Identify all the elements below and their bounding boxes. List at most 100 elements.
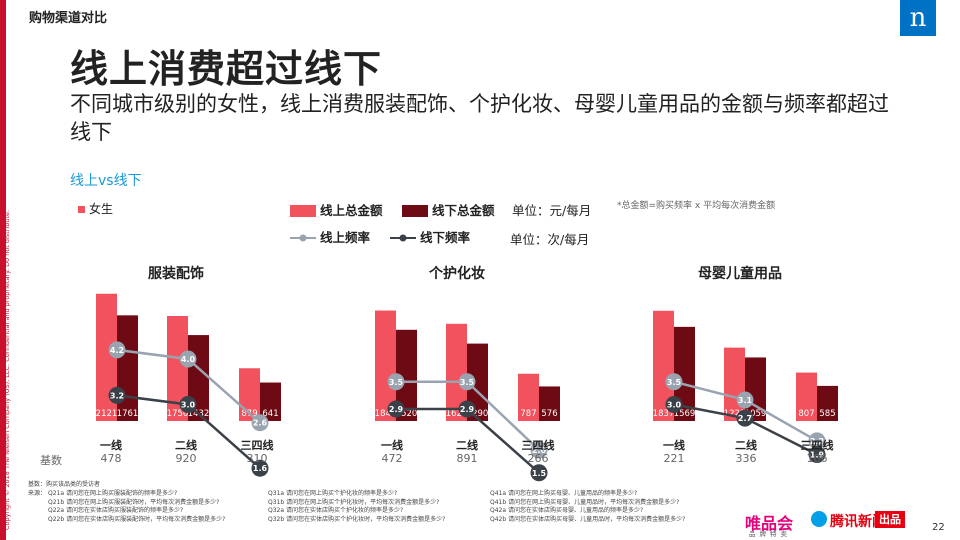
- offline-frequency-label: 1.5: [532, 469, 547, 478]
- offline-amount-label: 585: [819, 409, 835, 419]
- section-label: 线上vs线下: [70, 173, 142, 189]
- base-value: 221: [663, 452, 685, 465]
- base-note: 基数：购买该品类的受访者: [28, 481, 101, 488]
- online-amount-swatch: [290, 204, 316, 217]
- breadcrumb: 购物渠道对比: [29, 11, 108, 26]
- offline-frequency-point: [736, 409, 754, 427]
- category-label: 一线: [381, 439, 403, 452]
- legend-offline-amount: 线下总金额: [402, 200, 495, 219]
- legend-online-freq: 线上频率: [290, 227, 370, 246]
- offline-amount-bar: [539, 386, 560, 421]
- base-value: 106: [806, 452, 828, 465]
- page-subtitle: 不同城市级别的女性，线上消费服装配饰、个护化妆、母婴儿童用品的金额与频率都超过线…: [70, 92, 889, 144]
- online-amount-label: 1837: [653, 409, 675, 419]
- offline-amount-bar: [260, 382, 281, 421]
- online-frequency-label: 2.2: [810, 437, 824, 446]
- category-label: 三四线: [521, 439, 555, 452]
- base-value: 336: [735, 452, 757, 465]
- category-label: 一线: [663, 439, 685, 452]
- offline-amount-bar: [674, 326, 695, 421]
- amount-note: *总金额=购买频率 x 平均每次消费金额: [617, 201, 776, 211]
- female-swatch: [78, 206, 85, 213]
- online-frequency-label: 3.5: [667, 378, 682, 387]
- category-label: 二线: [175, 439, 197, 452]
- base-value: 472: [381, 452, 403, 465]
- online-frequency-point: [251, 414, 269, 432]
- online-frequency-label: 3.5: [389, 378, 404, 387]
- source-label: 来源：: [28, 490, 47, 497]
- female-legend: 女生: [78, 200, 113, 217]
- online-amount-bar: [518, 373, 539, 421]
- offline-freq-swatch: [390, 234, 416, 241]
- online-frequency-label: 4.0: [181, 355, 196, 364]
- source-column-3: Q41a 请问您在网上购买母婴、儿童用品的频率是多少? Q41b 请问您在网上购买…: [490, 490, 686, 523]
- offline-amount-bar: [117, 315, 138, 421]
- chart-title-apparel: 服装配饰: [148, 266, 204, 282]
- offline-frequency-label: 1.6: [253, 464, 268, 473]
- offline-frequency-label: 1.9: [810, 451, 825, 460]
- online-amount-bar: [167, 316, 188, 421]
- online-frequency-label: 3.5: [460, 378, 475, 387]
- offline-frequency-point: [179, 396, 197, 413]
- offline-frequency-label: 2.9: [389, 405, 404, 414]
- category-label: 三四线: [800, 439, 834, 452]
- category-label: 二线: [735, 439, 757, 452]
- chart-title-personal-care: 个护化妆: [429, 266, 485, 282]
- online-amount-label: 807: [798, 409, 814, 419]
- online-frequency-point: [179, 350, 197, 368]
- vip-logo: 唯品会: [745, 514, 794, 533]
- offline-amount-label: 1761: [117, 409, 139, 419]
- offline-amount-swatch: [402, 204, 428, 217]
- base-value: 478: [100, 452, 122, 465]
- vip-tagline: 品牌特卖: [749, 530, 791, 538]
- offline-amount-bar: [817, 385, 838, 421]
- tencent-news-logo: 腾讯新闻: [830, 514, 886, 530]
- online-amount-label: 787: [520, 409, 536, 419]
- page-title: 线上消费超过线下: [70, 47, 383, 91]
- base-value: 266: [527, 452, 549, 465]
- online-amount-bar: [796, 372, 817, 421]
- online-amount-bar: [446, 323, 467, 421]
- online-amount-label: 1841: [375, 409, 397, 419]
- online-frequency-point: [387, 373, 405, 391]
- online-frequency-label: 4.2: [110, 346, 124, 355]
- tencent-news-icon: [811, 511, 827, 527]
- offline-amount-label: 576: [541, 409, 557, 419]
- offline-amount-label: 1059: [745, 409, 767, 419]
- online-amount-bar: [375, 310, 396, 421]
- online-amount-label: 2121: [96, 409, 118, 419]
- offline-amount-label: 1520: [396, 409, 418, 419]
- offline-frequency-point: [387, 400, 405, 418]
- online-frequency-label: 2.0: [532, 446, 547, 455]
- unit-frequency: 单位：次/每月: [510, 232, 590, 247]
- offline-amount-bar: [467, 343, 488, 421]
- female-label: 女生: [89, 202, 114, 216]
- legend-offline-freq: 线下频率: [390, 227, 470, 246]
- online-amount-label: 1620: [446, 409, 468, 419]
- source-column-1: Q21a 请问您在网上购买服装配饰的频率是多少? Q21b 请问您在网上购买服装配…: [48, 490, 226, 523]
- offline-frequency-point: [530, 464, 548, 482]
- category-label: 二线: [456, 439, 478, 452]
- online-amount-bar: [653, 310, 674, 421]
- offline-frequency-point: [108, 386, 126, 404]
- online-freq-swatch: [290, 234, 316, 241]
- unit-amount: 单位：元/每月: [512, 203, 592, 218]
- online-frequency-label: 2.6: [253, 419, 268, 428]
- offline-amount-label: 641: [262, 409, 278, 419]
- nielsen-logo: n: [900, 0, 936, 36]
- offline-frequency-point: [251, 459, 269, 477]
- online-frequency-point: [736, 391, 754, 409]
- offline-amount-label: 1569: [674, 409, 696, 419]
- online-amount-label: 1223: [724, 409, 746, 419]
- legend-online-amount: 线上总金额: [290, 200, 383, 219]
- offline-frequency-label: 2.9: [460, 405, 475, 414]
- category-label: 一线: [100, 439, 122, 452]
- offline-amount-label: 1290: [467, 409, 489, 419]
- source-column-2: Q31a 请问您在网上购买个护化妆的频率是多少? Q31b 请问您在网上购买个护化…: [268, 490, 446, 523]
- chart-title-baby-products: 母婴儿童用品: [698, 266, 782, 282]
- base-value: 891: [456, 452, 478, 465]
- offline-frequency-label: 3.0: [181, 401, 196, 410]
- left-accent-bar: [0, 0, 6, 540]
- offline-frequency-label: 3.0: [667, 401, 682, 410]
